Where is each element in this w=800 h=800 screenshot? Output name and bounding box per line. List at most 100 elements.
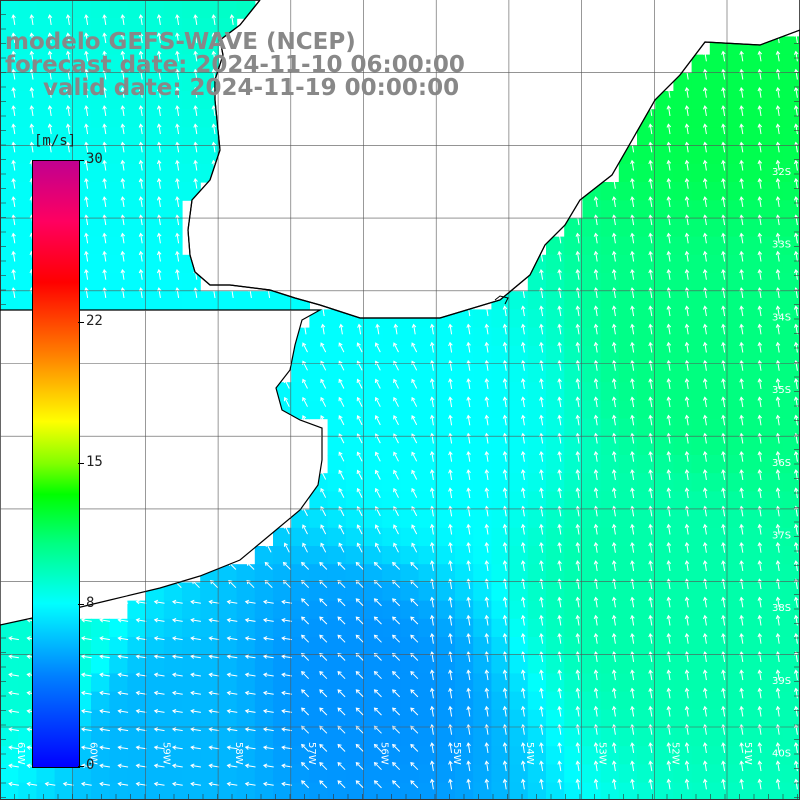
wind-arrow — [84, 141, 89, 153]
speed-cell — [746, 600, 765, 620]
wind-arrow — [175, 50, 180, 62]
wind-arrow — [611, 450, 617, 462]
speed-cell — [364, 564, 383, 583]
speed-cell — [364, 546, 383, 565]
speed-cell — [254, 600, 274, 620]
speed-cell — [327, 455, 347, 474]
speed-cell — [582, 473, 602, 492]
speed-cell — [218, 618, 238, 638]
wind-arrow — [373, 707, 382, 716]
wind-arrow — [301, 652, 310, 661]
wind-arrow — [337, 743, 346, 752]
speed-cell — [691, 127, 711, 147]
wind-arrow — [739, 632, 744, 644]
speed-cell — [418, 364, 438, 383]
wind-arrow — [666, 432, 672, 444]
wind-arrow — [11, 214, 16, 226]
speed-cell — [582, 236, 602, 256]
speed-cell — [473, 345, 492, 365]
speed-cell — [291, 364, 310, 383]
speed-cell — [455, 600, 474, 620]
wind-arrow — [630, 177, 635, 189]
wind-arrow — [611, 396, 617, 408]
speed-cell — [728, 655, 747, 674]
wind-arrow — [429, 432, 435, 444]
speed-cell — [145, 0, 165, 19]
wind-arrow — [775, 414, 781, 426]
speed-cell — [691, 582, 711, 602]
wind-arrow — [757, 50, 763, 62]
wind-arrow — [190, 745, 201, 750]
speed-cell — [236, 746, 256, 765]
wind-arrow — [611, 487, 617, 499]
wind-arrow — [392, 598, 401, 607]
wind-arrow — [557, 596, 562, 608]
wind-arrow — [630, 541, 635, 553]
wind-arrow — [320, 542, 327, 553]
speed-cell — [582, 637, 602, 656]
speed-cell — [600, 782, 620, 800]
speed-cell — [527, 637, 547, 656]
wind-arrow — [539, 469, 544, 480]
speed-cell — [691, 400, 711, 420]
speed-cell — [91, 200, 110, 219]
speed-cell — [436, 382, 456, 401]
speed-cell — [655, 163, 674, 183]
wind-arrow — [135, 708, 147, 714]
speed-cell — [546, 418, 565, 438]
speed-cell — [473, 655, 492, 674]
wind-arrow — [448, 687, 453, 699]
wind-arrow — [247, 287, 253, 298]
speed-cell — [455, 655, 474, 674]
speed-cell — [182, 655, 201, 674]
speed-cell — [728, 309, 747, 329]
wind-arrow — [117, 708, 129, 714]
speed-cell — [418, 709, 438, 729]
wind-arrow — [648, 669, 653, 681]
wind-arrow — [484, 560, 490, 571]
wind-arrow — [502, 414, 508, 426]
wind-arrow — [739, 287, 744, 298]
wind-arrow — [484, 705, 490, 717]
wind-arrow — [262, 617, 274, 623]
wind-arrow — [301, 689, 310, 698]
wind-arrow — [153, 636, 165, 641]
wind-arrow — [520, 341, 526, 353]
wind-arrow — [393, 542, 399, 553]
speed-cell — [91, 273, 110, 292]
wind-arrow — [684, 560, 690, 571]
wind-arrow — [99, 617, 110, 623]
wind-arrow — [190, 599, 201, 605]
speed-cell — [364, 709, 383, 729]
wind-arrow — [102, 105, 107, 116]
speed-cell — [709, 382, 729, 401]
speed-cell — [200, 582, 219, 602]
speed-cell — [273, 527, 292, 547]
speed-cell — [182, 109, 201, 128]
speed-cell — [327, 327, 347, 347]
speed-cell — [273, 546, 292, 565]
wind-arrow — [775, 196, 781, 207]
speed-cell — [200, 637, 219, 656]
speed-cell — [327, 655, 347, 674]
wind-arrow — [373, 561, 382, 570]
speed-cell — [127, 109, 147, 128]
speed-cell — [582, 564, 602, 583]
speed-cell — [364, 746, 383, 765]
wind-arrow — [611, 705, 617, 717]
speed-cell — [455, 400, 474, 420]
wind-arrow — [429, 469, 435, 480]
speed-cell — [200, 764, 219, 784]
wind-arrow — [575, 596, 581, 608]
speed-cell — [0, 291, 19, 310]
speed-cell — [436, 509, 456, 529]
speed-cell — [436, 673, 456, 693]
wind-arrow — [208, 599, 220, 605]
speed-cell — [691, 709, 711, 729]
wind-arrow — [721, 705, 726, 717]
speed-cell — [764, 91, 784, 110]
wind-arrow — [102, 196, 107, 207]
speed-cell — [91, 236, 110, 256]
wind-arrow — [757, 596, 763, 608]
speed-cell — [746, 236, 765, 256]
